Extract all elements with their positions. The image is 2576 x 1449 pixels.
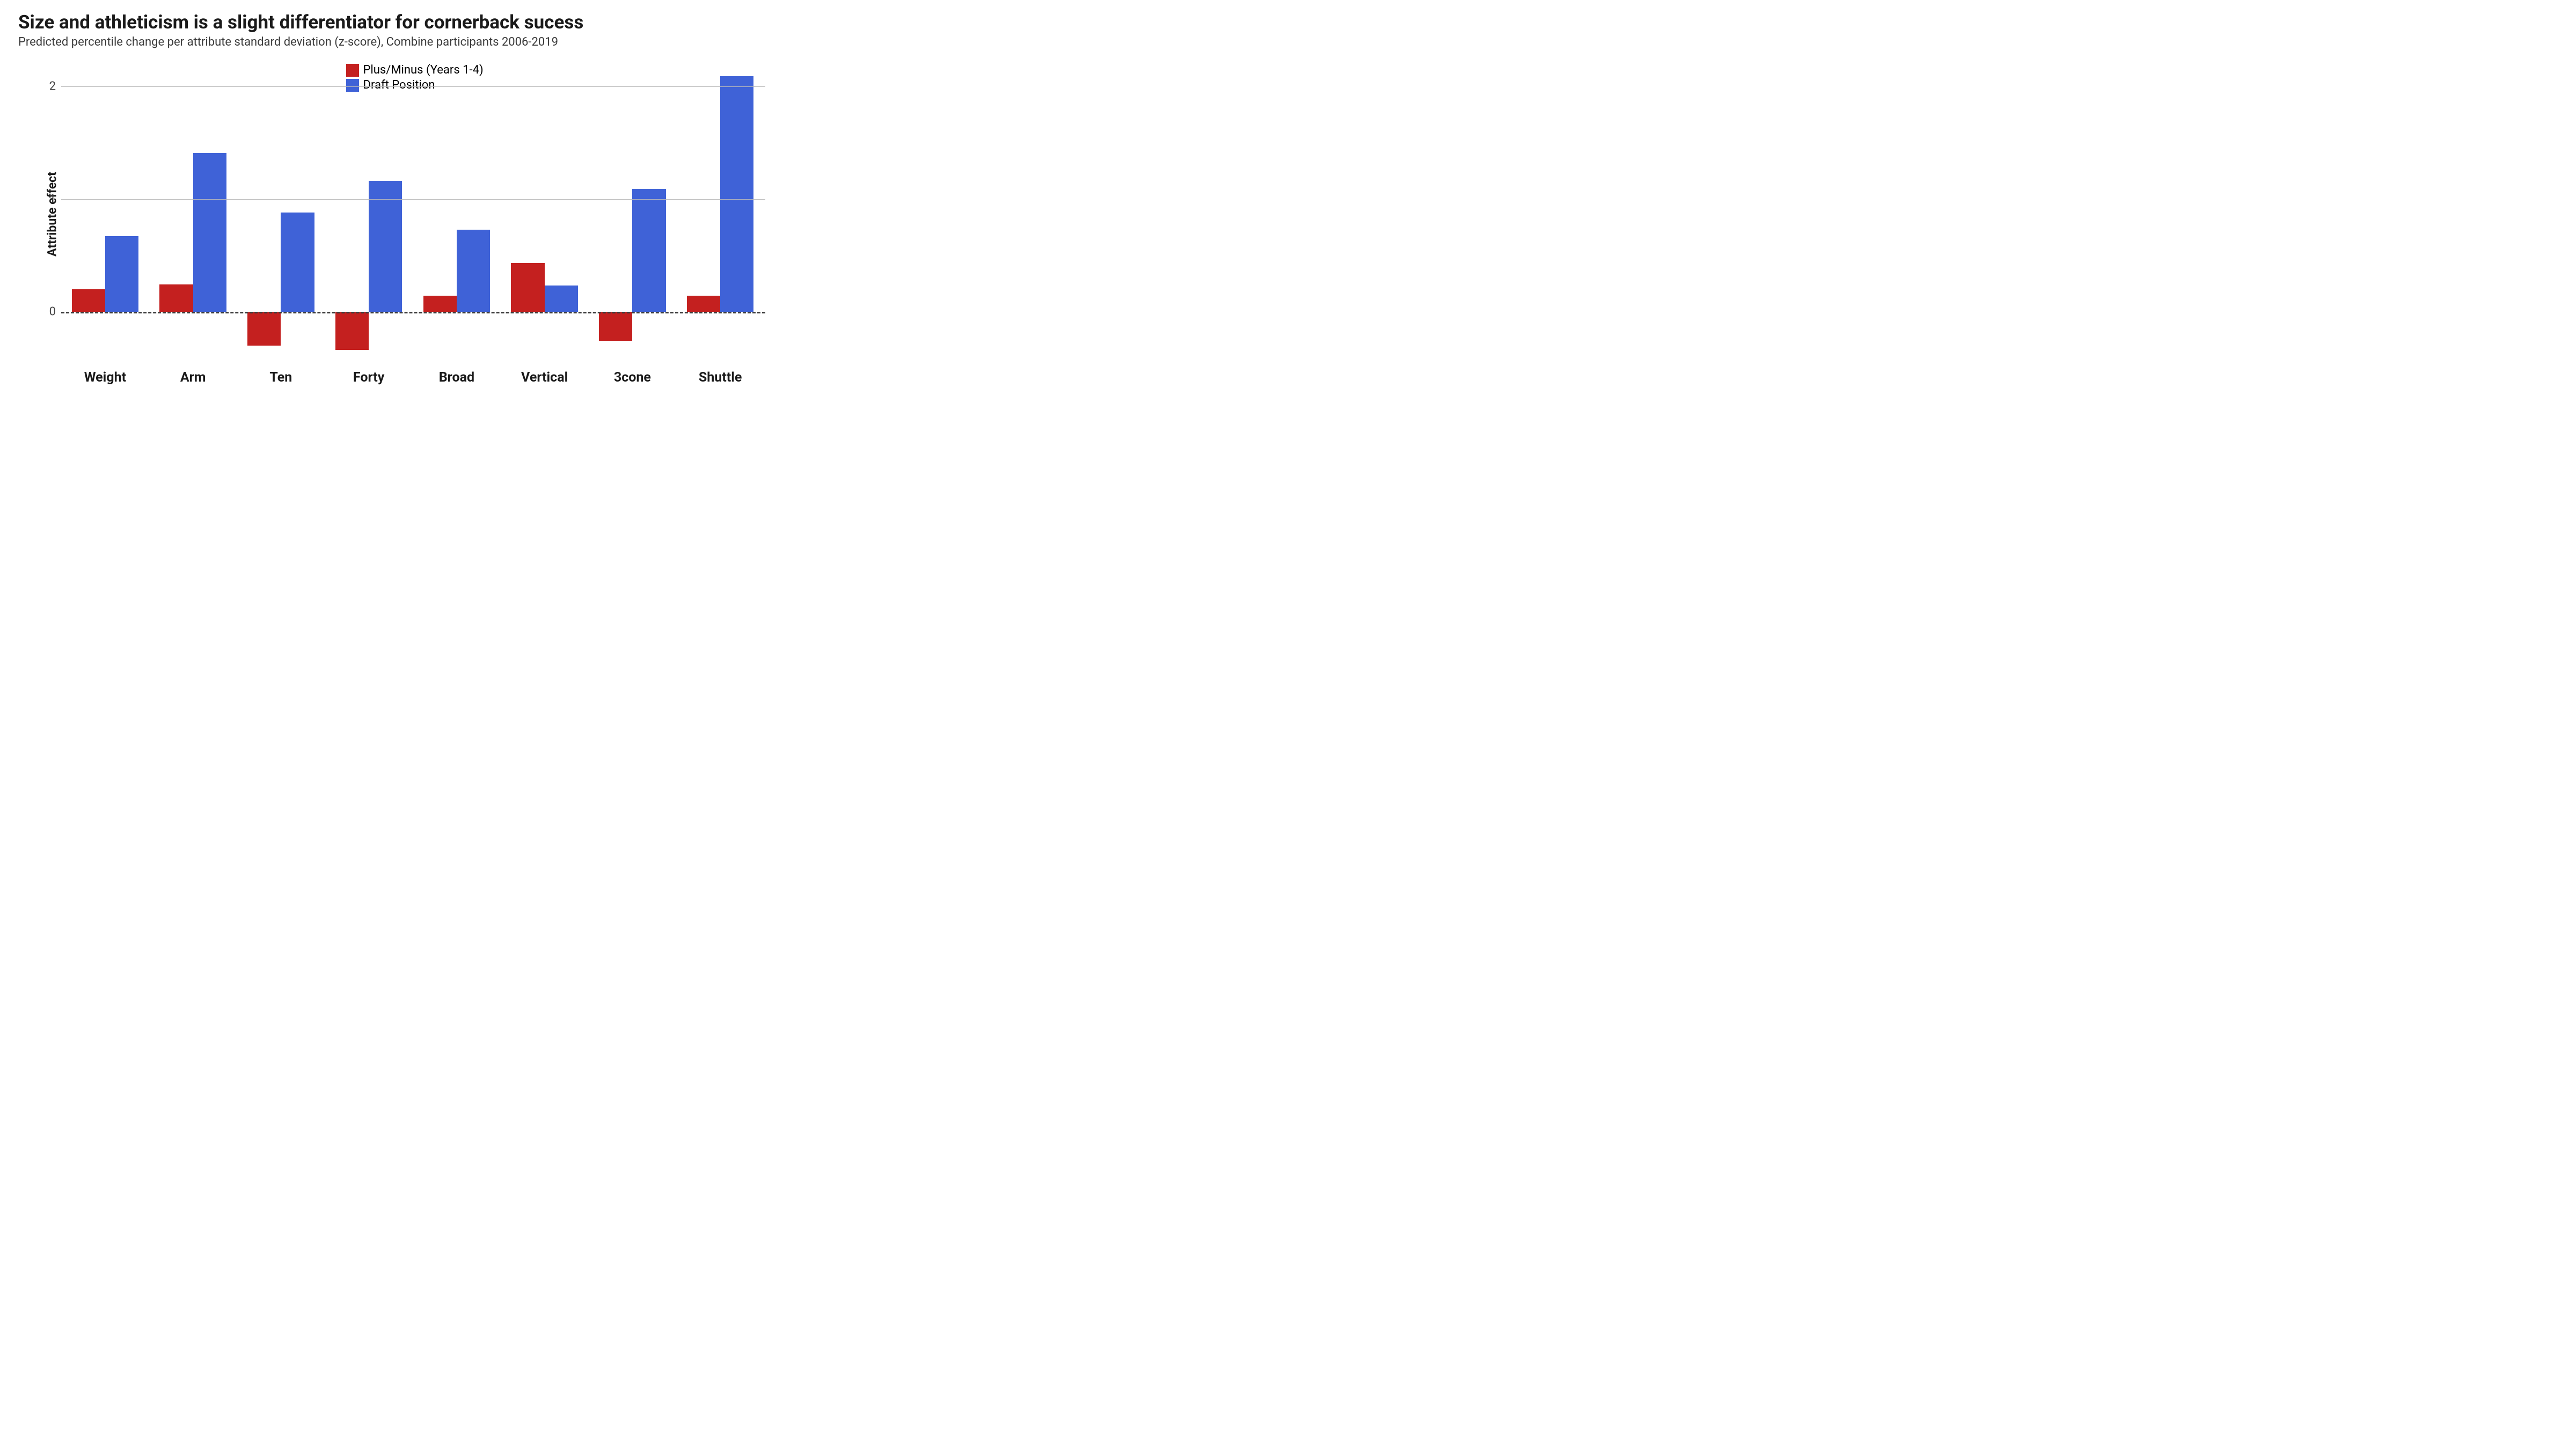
bar [335, 312, 369, 350]
chart-subtitle: Predicted percentile change per attribut… [18, 35, 765, 49]
bar [72, 289, 105, 312]
bar [599, 312, 632, 341]
chart-row: Attribute effect 0 1 2 Plus/Minus (Years 1… [18, 64, 765, 364]
bar [545, 286, 578, 311]
legend-item: Plus/Minus (Years 1-4) [346, 63, 484, 78]
y-tick-label: 0 [49, 305, 56, 318]
x-axis-label: Forty [325, 370, 413, 385]
legend-item: Draft Position [346, 78, 484, 93]
x-axis-label: Arm [149, 370, 237, 385]
bar [369, 181, 402, 311]
legend-swatch [346, 79, 359, 92]
x-axis-label: Weight [61, 370, 149, 385]
gridline [61, 86, 765, 87]
legend-label: Draft Position [363, 78, 435, 93]
legend-label: Plus/Minus (Years 1-4) [363, 63, 484, 78]
bar [720, 76, 753, 311]
bar [423, 296, 457, 311]
bar [247, 312, 281, 346]
y-axis-ticks: 0 1 2 [38, 64, 61, 364]
x-axis-label: Shuttle [676, 370, 764, 385]
legend-swatch [346, 64, 359, 77]
zero-line [61, 312, 765, 313]
y-tick-label: 2 [49, 80, 56, 93]
bar [159, 284, 193, 311]
bar [511, 263, 544, 311]
x-axis-labels: WeightArmTenFortyBroadVertical3coneShutt… [61, 370, 764, 385]
bar [457, 230, 490, 312]
x-axis-label: Vertical [501, 370, 589, 385]
chart-container: Size and athleticism is a slight differe… [0, 0, 784, 440]
x-axis-label: 3cone [589, 370, 677, 385]
gridline [61, 199, 765, 200]
bar [687, 296, 720, 311]
bar [632, 189, 665, 312]
bar [193, 153, 226, 312]
bar [281, 213, 314, 312]
y-tick-label: 1 [49, 192, 56, 206]
x-axis-label: Broad [413, 370, 501, 385]
y-axis-label-column: Attribute effect [18, 64, 38, 364]
legend: Plus/Minus (Years 1-4)Draft Position [346, 63, 484, 92]
plot-area: Plus/Minus (Years 1-4)Draft Position [61, 64, 765, 364]
chart-title: Size and athleticism is a slight differe… [18, 12, 765, 33]
bars-layer [61, 64, 765, 364]
x-axis-label: Ten [237, 370, 325, 385]
bar [105, 236, 138, 312]
